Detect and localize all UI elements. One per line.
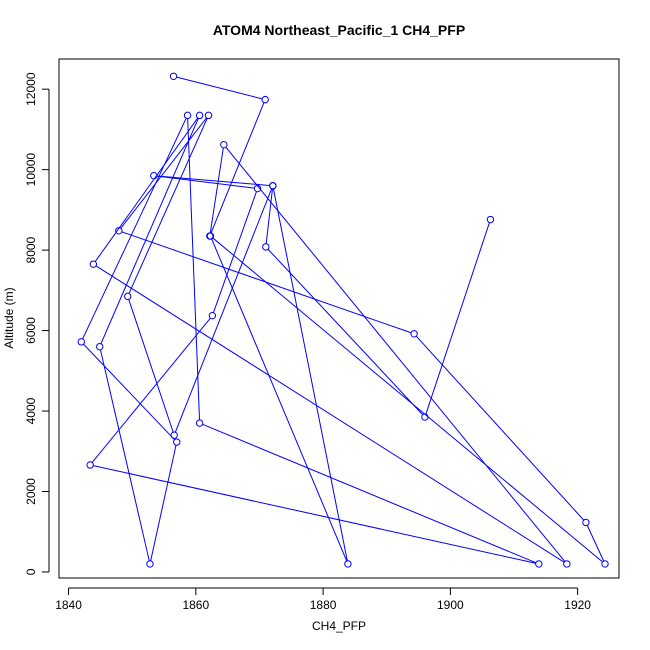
- series-segment: [94, 117, 199, 262]
- series-segment: [425, 222, 490, 415]
- data-point: [170, 431, 178, 439]
- data-point: [601, 560, 609, 568]
- data-point: [96, 342, 104, 351]
- series-segment: [225, 146, 566, 562]
- x-tick-label: 1920: [564, 598, 591, 612]
- data-point: [344, 560, 352, 568]
- x-tick-label: 1900: [437, 598, 464, 612]
- y-tick-label: 2000: [24, 478, 38, 505]
- y-tick-label: 4000: [24, 397, 38, 424]
- data-point: [124, 292, 132, 301]
- series-segment: [174, 188, 273, 433]
- x-tick-label: 1860: [182, 598, 209, 612]
- x-axis: 1840 1860 1880 1900 1920: [55, 587, 591, 612]
- data-point: [183, 111, 192, 120]
- data-point: [582, 518, 590, 527]
- series-segment: [212, 237, 603, 563]
- series-segment: [212, 191, 257, 313]
- x-tick-label: 1840: [55, 598, 82, 612]
- series-segment: [176, 76, 263, 100]
- series-segment: [272, 188, 348, 561]
- data-point: [208, 311, 217, 320]
- y-tick-label: 8000: [24, 236, 38, 263]
- data-point: [206, 232, 215, 240]
- y-tick-label: 10000: [24, 153, 38, 187]
- series-segment: [95, 265, 565, 563]
- series-segment: [91, 317, 211, 463]
- series-segment: [586, 525, 605, 562]
- series-segment: [99, 349, 150, 561]
- series-segment: [82, 118, 187, 340]
- data-point: [410, 330, 418, 338]
- series-segment: [202, 423, 537, 564]
- x-axis-label: CH4_PFP: [312, 619, 366, 633]
- series-segment: [211, 238, 348, 562]
- data-point: [421, 413, 429, 421]
- data-point: [204, 111, 213, 120]
- series-segment: [150, 445, 177, 561]
- series-segment: [210, 102, 265, 234]
- series-segment: [120, 117, 207, 229]
- series-segment: [83, 343, 175, 441]
- data-point: [535, 560, 543, 568]
- series-segment: [100, 118, 199, 344]
- y-tick-label: 12000: [24, 72, 38, 106]
- plot-frame: [58, 58, 620, 579]
- data-point: [173, 438, 181, 446]
- series-segment: [265, 188, 273, 244]
- y-tick-label: 0: [24, 568, 38, 575]
- data-point: [150, 171, 158, 180]
- data-point: [89, 260, 98, 268]
- y-tick-label: 6000: [24, 317, 38, 344]
- data-point: [486, 215, 495, 224]
- y-axis: 0 2000 4000 6000 8000 10000 12000: [24, 72, 50, 575]
- series-segment: [209, 147, 224, 233]
- data-point: [563, 560, 571, 568]
- series-layer: [77, 72, 609, 568]
- series-segment: [267, 248, 424, 416]
- chart-title: ATOM4 Northeast_Pacific_1 CH4_PFP: [213, 22, 465, 38]
- data-point: [115, 227, 123, 235]
- series-segment: [93, 465, 536, 564]
- series-segment: [156, 175, 270, 186]
- data-point: [269, 182, 277, 190]
- data-point: [262, 243, 270, 251]
- data-point: [146, 560, 154, 568]
- series-segment: [128, 299, 174, 433]
- data-point: [261, 95, 269, 104]
- data-point: [195, 419, 204, 427]
- series-segment: [156, 175, 255, 189]
- x-tick-label: 1880: [310, 598, 337, 612]
- data-point: [220, 140, 228, 149]
- series-segment: [128, 118, 208, 294]
- series-segment: [187, 118, 201, 420]
- data-point: [86, 461, 94, 469]
- data-point: [253, 184, 262, 193]
- data-point: [77, 338, 85, 346]
- data-point: [169, 72, 178, 81]
- y-axis-label: Altitude (m): [2, 287, 16, 348]
- series-segment: [415, 335, 585, 521]
- data-point: [195, 111, 204, 120]
